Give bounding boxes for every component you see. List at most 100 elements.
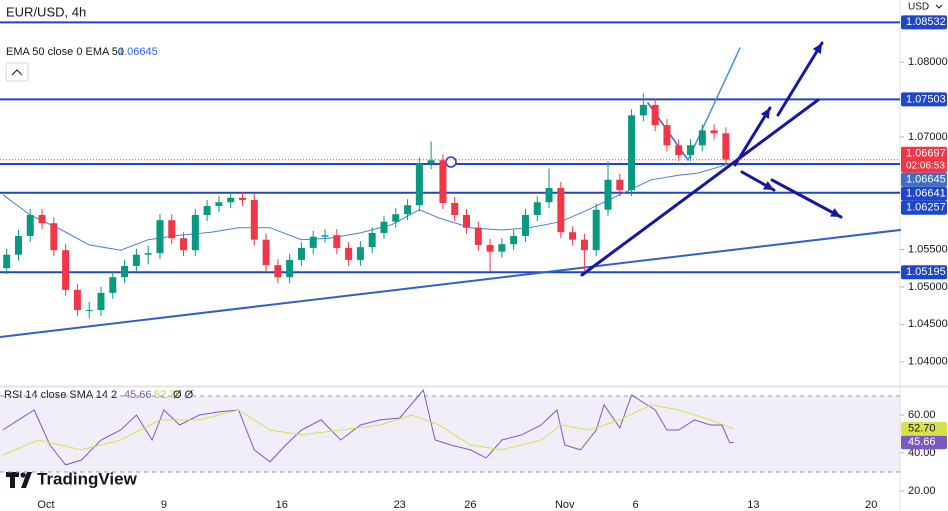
collapse-button[interactable] bbox=[5, 62, 29, 82]
candle bbox=[486, 238, 494, 272]
candle-body bbox=[604, 179, 612, 210]
candle-body bbox=[687, 145, 695, 156]
candle bbox=[392, 208, 400, 228]
candle-body bbox=[191, 214, 199, 251]
brand-icon-dot bbox=[20, 472, 26, 478]
candle-body bbox=[109, 277, 117, 293]
candle bbox=[510, 229, 518, 251]
currency-label[interactable]: USD bbox=[908, 2, 929, 13]
candle-body bbox=[274, 265, 282, 278]
y-tick-label: 1.05500 bbox=[908, 243, 948, 255]
price-badge-label: 1.06697 bbox=[906, 148, 946, 160]
candle-body bbox=[345, 247, 353, 260]
candle-body bbox=[85, 310, 93, 312]
candle-body bbox=[333, 235, 341, 248]
candle-body bbox=[415, 163, 423, 206]
candle bbox=[498, 238, 506, 258]
anchor-point bbox=[445, 156, 457, 168]
price-badge-label: 1.06641 bbox=[906, 188, 946, 200]
candle-body bbox=[498, 244, 506, 252]
currency-chevron[interactable] bbox=[935, 4, 943, 9]
candle bbox=[345, 241, 353, 266]
price-badge bbox=[901, 146, 947, 173]
rsi-line bbox=[2, 404, 734, 456]
candle-body bbox=[356, 247, 364, 260]
candle bbox=[639, 93, 647, 122]
candle bbox=[144, 245, 152, 265]
x-tick-label: Nov bbox=[555, 499, 575, 511]
brand-name: TradingView bbox=[37, 469, 138, 488]
candle-body bbox=[663, 125, 671, 146]
candle bbox=[616, 173, 624, 197]
candle bbox=[533, 196, 541, 221]
collapse-icon[interactable] bbox=[11, 69, 23, 76]
candle bbox=[368, 226, 376, 254]
candle-body bbox=[380, 221, 388, 233]
y-tick-label: 1.07000 bbox=[908, 131, 948, 143]
candle bbox=[404, 199, 412, 221]
price-badge bbox=[901, 200, 947, 215]
rsi-line bbox=[2, 388, 734, 466]
price-badge bbox=[901, 172, 947, 187]
candle-body bbox=[238, 197, 246, 200]
price-badge bbox=[901, 265, 947, 280]
price-badge-label: 1.08532 bbox=[906, 16, 946, 28]
rsi-value: 45.66 bbox=[124, 389, 152, 401]
y-tick-label: 1.04000 bbox=[908, 356, 948, 368]
candle bbox=[380, 215, 388, 239]
candle-body bbox=[73, 289, 81, 311]
x-tick-label: 20 bbox=[865, 499, 877, 511]
candle bbox=[321, 229, 329, 243]
candle bbox=[109, 271, 117, 299]
price-badge-label: 02:06:53 bbox=[906, 160, 945, 171]
candle bbox=[50, 217, 58, 257]
candle-body bbox=[628, 115, 636, 191]
candle-body bbox=[215, 202, 223, 206]
brand-icon bbox=[6, 472, 32, 488]
candle-body bbox=[616, 179, 624, 191]
candle-body bbox=[3, 254, 11, 269]
candle bbox=[250, 193, 258, 246]
x-tick-label: 6 bbox=[632, 499, 638, 511]
candle bbox=[557, 182, 565, 239]
candle bbox=[687, 139, 695, 162]
rsi-band bbox=[0, 395, 900, 472]
x-tick-label: 13 bbox=[747, 499, 759, 511]
arrow-head bbox=[760, 108, 770, 119]
candle-body bbox=[14, 235, 22, 255]
candle-body bbox=[203, 205, 211, 215]
candle bbox=[297, 241, 305, 266]
candle bbox=[38, 208, 46, 230]
candle bbox=[274, 259, 282, 284]
price-badge bbox=[901, 92, 947, 107]
candle-body bbox=[62, 250, 70, 290]
candle-body bbox=[392, 214, 400, 222]
candle-body bbox=[168, 220, 176, 239]
candle bbox=[180, 232, 188, 257]
brand-logo: TradingView bbox=[6, 469, 138, 488]
y-tick-label: 1.04500 bbox=[908, 318, 948, 330]
candle bbox=[710, 124, 718, 140]
arrow-shaft bbox=[776, 41, 824, 117]
trend-line bbox=[580, 98, 820, 277]
candle-body bbox=[722, 133, 730, 160]
candle-body bbox=[180, 238, 188, 251]
arrow-shaft bbox=[733, 106, 772, 167]
price-badge bbox=[901, 186, 947, 201]
candle-body bbox=[510, 235, 518, 245]
candle-body bbox=[710, 130, 718, 134]
candle-body bbox=[404, 205, 412, 215]
candle-body bbox=[592, 209, 600, 251]
rsi-badge bbox=[901, 435, 947, 450]
rsi-badge-label: 45.66 bbox=[908, 436, 936, 448]
rsi-pane bbox=[0, 388, 900, 505]
candle-body bbox=[297, 247, 305, 260]
candle bbox=[604, 161, 612, 216]
price-badge-label: 1.07503 bbox=[906, 93, 946, 105]
candle-body bbox=[698, 130, 706, 146]
candle-body bbox=[675, 145, 683, 156]
candle bbox=[592, 203, 600, 257]
x-tick-label: Oct bbox=[37, 499, 54, 511]
candle-body bbox=[439, 160, 447, 203]
candle bbox=[132, 248, 140, 272]
